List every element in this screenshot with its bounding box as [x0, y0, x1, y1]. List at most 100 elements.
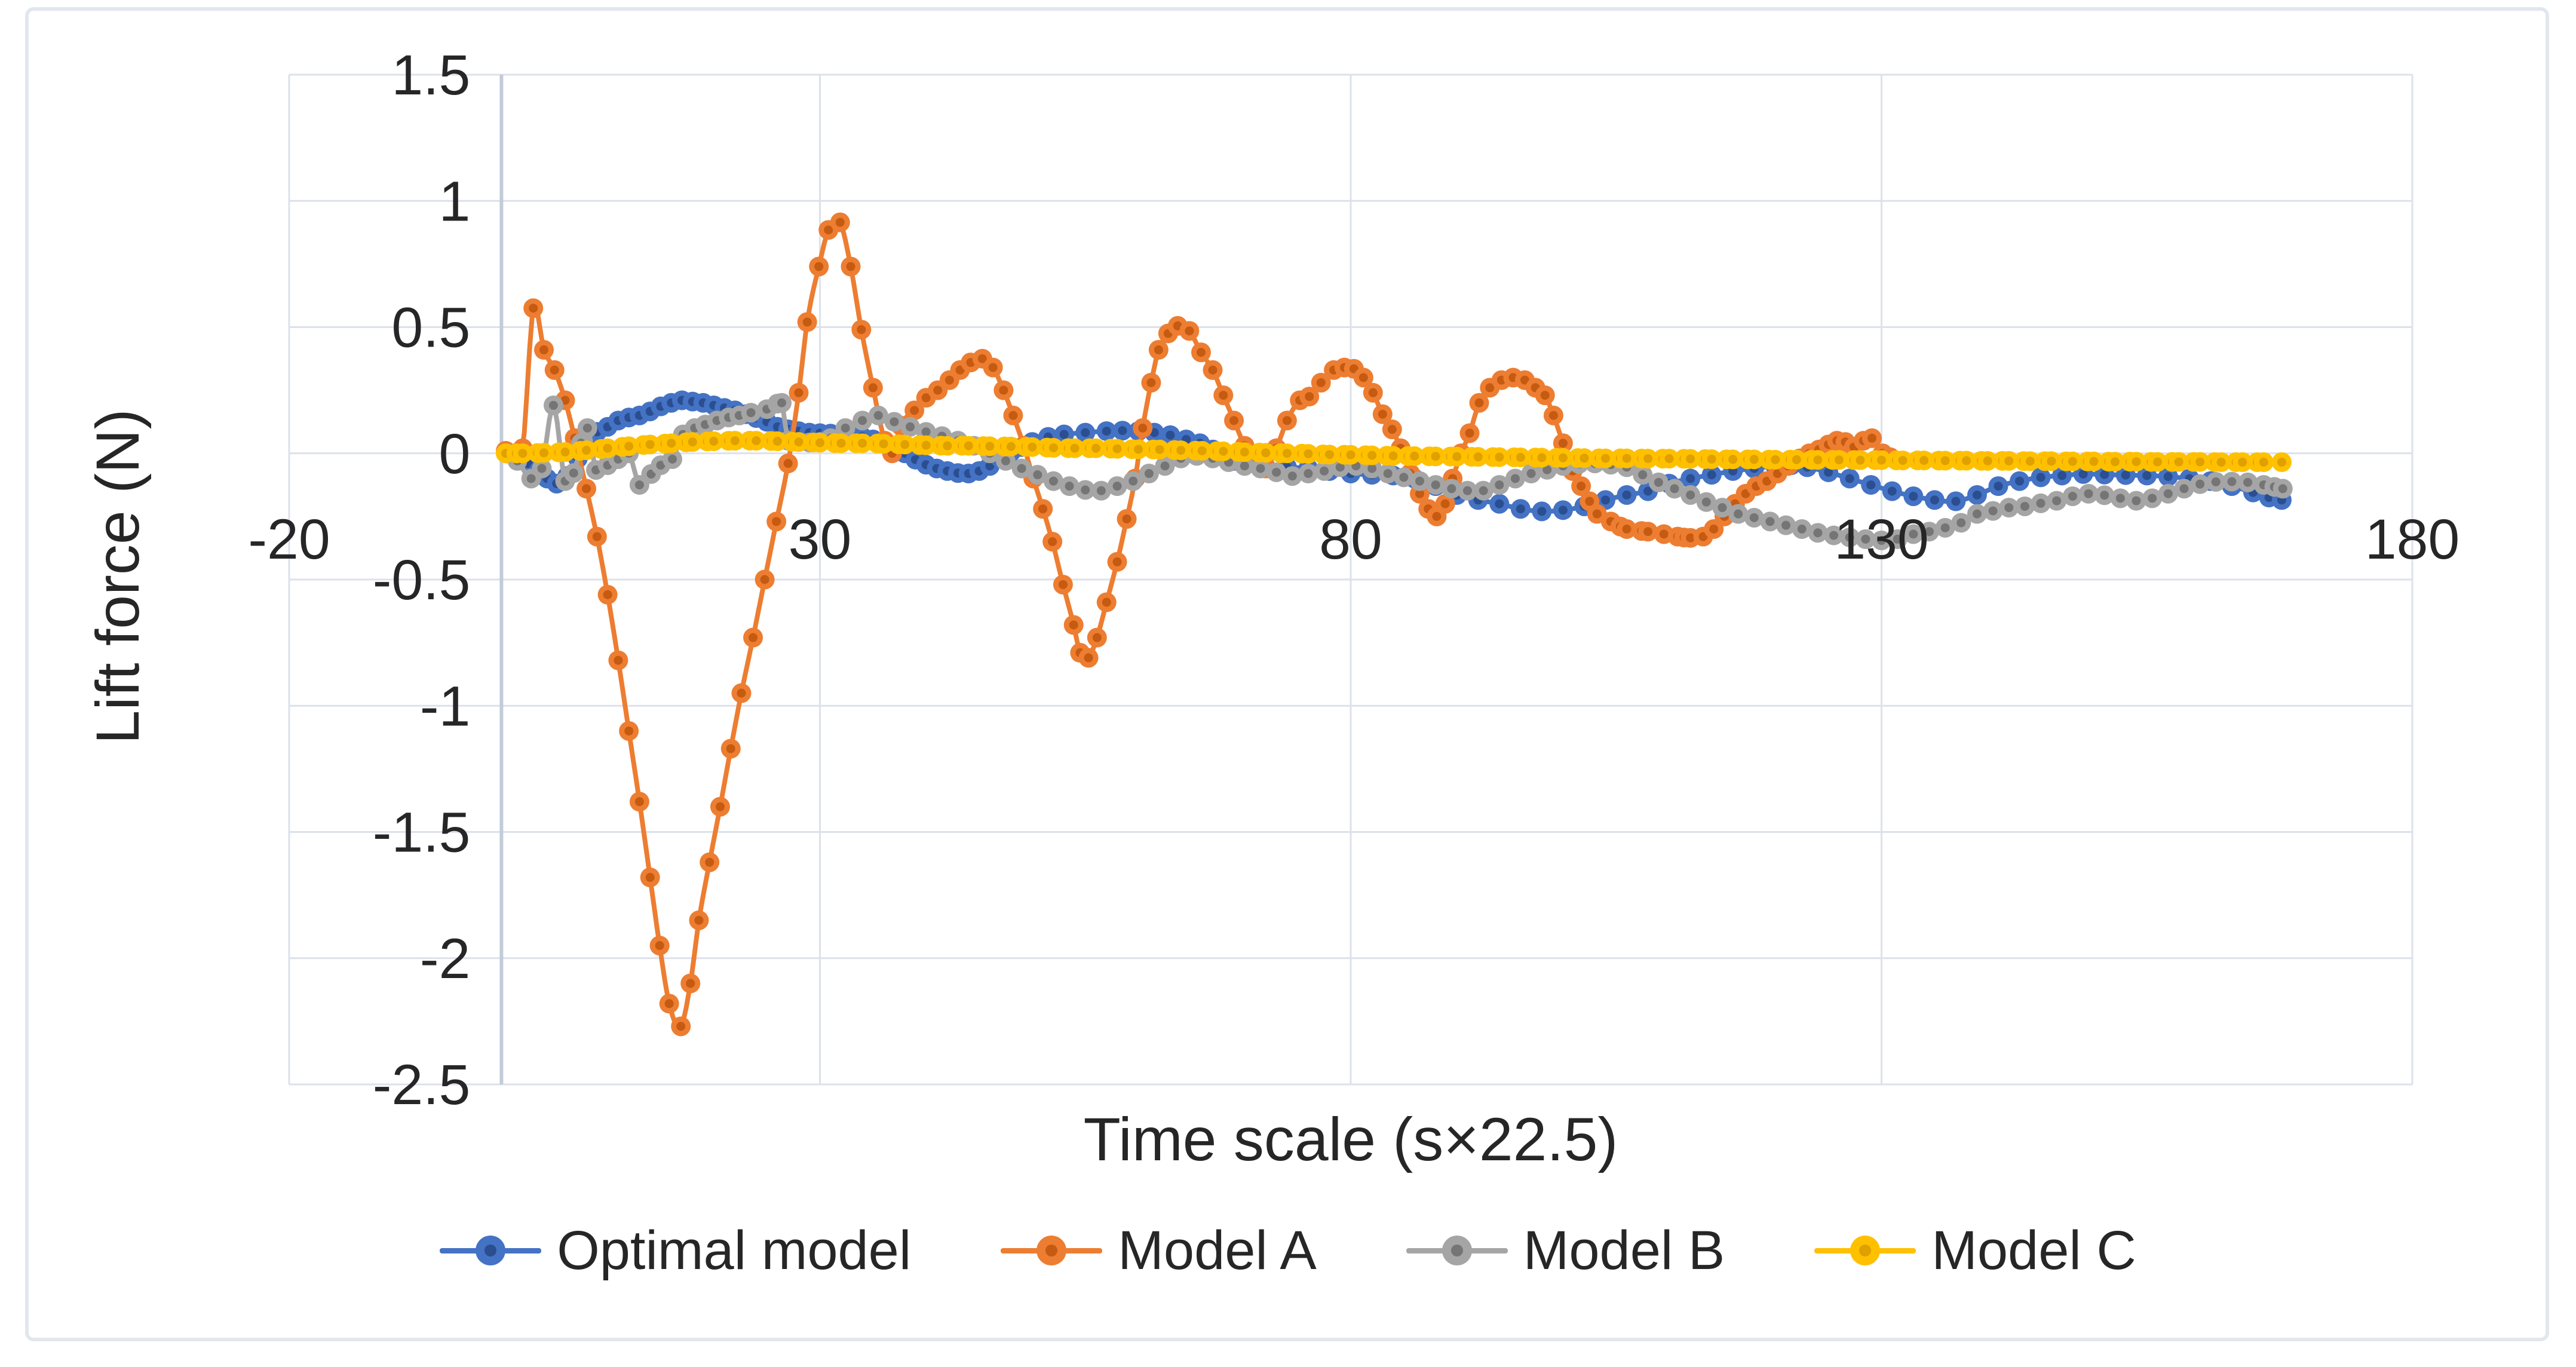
series-model-b-marker-center	[1320, 466, 1329, 476]
series-model-a-marker-center	[1138, 424, 1148, 433]
y-tick-label: -1.5	[373, 801, 471, 865]
series-model-b-marker-center	[1287, 471, 1297, 481]
series-optimal-model-marker-center	[2036, 473, 2046, 482]
series-model-c-marker-center	[1622, 453, 1632, 463]
series-model-a-marker-center	[1540, 391, 1550, 400]
series-optimal-model-marker-center	[1707, 470, 1716, 480]
series-model-a-marker-center	[933, 385, 943, 395]
y-axis-title: Lift force (N)	[84, 409, 152, 744]
series-model-c-marker-center	[2153, 457, 2163, 467]
series-model-b-marker-center	[1144, 469, 1154, 479]
series-model-c-marker-center	[1282, 449, 1292, 458]
series-model-a-marker-center	[1282, 416, 1292, 425]
series-model-b-marker-center	[2100, 491, 2109, 500]
series-model-b-marker-center	[537, 464, 547, 473]
series-model-c-marker-center	[1707, 454, 1716, 464]
series-model-c-marker-center	[2277, 458, 2286, 467]
series-model-b-marker-center	[1924, 527, 1934, 537]
series-model-a-marker-center	[1058, 580, 1068, 589]
series-model-a-marker-center	[1585, 496, 1594, 506]
series-model-b-marker-center	[1940, 523, 1950, 532]
series-model-a-marker-center	[726, 744, 735, 753]
series-model-a-marker-center	[910, 406, 919, 415]
series-model-c-marker-center	[582, 446, 591, 455]
series-model-a-marker-center	[749, 633, 758, 642]
series-model-b-marker-center	[1096, 486, 1106, 495]
series-model-c-marker-center	[1176, 446, 1186, 455]
series-model-a-marker-center	[1305, 392, 1314, 401]
series-model-b-marker-center	[1495, 480, 1504, 490]
series-model-c-marker-center	[1834, 455, 1844, 465]
y-tick-label: 0	[439, 422, 471, 486]
series-model-c-marker-center	[1728, 455, 1738, 464]
series-optimal-model-marker-center	[1166, 430, 1175, 440]
y-tick-label: -2	[420, 927, 470, 991]
series-optimal-model-marker-center	[985, 461, 995, 471]
series-model-a-marker-center	[955, 365, 965, 375]
y-tick-label: 1.5	[391, 44, 470, 107]
series-model-c-marker-center	[900, 440, 910, 449]
legend-item-model-b: Model B	[1406, 1223, 1725, 1278]
series-model-c-marker-center	[1367, 450, 1377, 460]
series-model-c-marker-center	[1346, 450, 1356, 459]
series-model-b-marker-center	[667, 454, 677, 464]
series-model-b-marker-center	[1335, 462, 1345, 472]
series-model-c-marker-center	[1686, 454, 1695, 464]
series-model-c-marker-center	[1134, 445, 1143, 454]
series-model-b-marker-center	[2195, 479, 2205, 489]
series-model-a-marker-center	[794, 388, 804, 397]
series-model-b-marker-center	[2211, 477, 2221, 486]
series-model-b-marker-center	[1017, 464, 1026, 473]
series-model-a-marker-center	[1122, 514, 1131, 524]
series-model-a-marker-center	[603, 590, 612, 599]
series-model-b-marker-center	[746, 408, 756, 418]
series-model-b-marker-center	[1272, 467, 1281, 477]
series-model-c-marker-center	[560, 448, 570, 457]
series-model-b-marker-center	[2132, 496, 2141, 505]
series-model-b-marker-center	[1447, 484, 1456, 494]
series-optimal-model-marker-center	[2057, 471, 2067, 480]
legend: Optimal model Model A Model B Model C	[0, 1212, 2576, 1289]
series-model-a-marker-center	[760, 575, 769, 584]
series-model-c-marker-center	[1410, 451, 1419, 461]
legend-item-optimal-model: Optimal model	[440, 1223, 911, 1278]
series-model-c-marker-center	[1856, 455, 1865, 465]
series-model-a-marker-center	[1485, 383, 1495, 393]
series-model-a-marker-center	[988, 363, 998, 372]
series-model-a-marker-center	[824, 225, 833, 235]
series-model-b-marker-center	[1304, 469, 1313, 479]
series-optimal-model-marker-center	[1643, 486, 1653, 496]
legend-marker-icon	[1406, 1236, 1508, 1265]
series-model-a-marker-center	[1092, 633, 1102, 642]
series-optimal-model-marker-center	[2015, 476, 2025, 486]
series-model-a-marker-center	[1102, 597, 1111, 607]
series-model-c-marker-center	[1495, 452, 1504, 462]
series-model-c-marker-center	[1028, 442, 1037, 452]
series-model-c-marker-center	[1006, 442, 1016, 451]
series-model-a-marker-center	[737, 688, 746, 698]
series-model-a-marker-center	[944, 375, 954, 385]
series-optimal-model-marker-center	[2121, 470, 2130, 480]
series-model-c-marker-center	[1219, 446, 1228, 456]
series-model-b-marker-center	[1462, 486, 1472, 495]
series-model-a-marker-center	[539, 345, 548, 355]
series-model-a-marker-center	[1698, 532, 1708, 541]
series-model-a-marker-center	[1048, 537, 1057, 547]
series-optimal-model-marker-center	[1516, 504, 1525, 514]
series-model-b-marker-center	[1367, 464, 1377, 473]
legend-item-label: Model B	[1523, 1220, 1725, 1281]
x-tick-label: 130	[1834, 508, 1929, 571]
series-model-c-marker-center	[730, 436, 740, 446]
series-model-a-marker-center	[1038, 504, 1048, 514]
series-model-b-marker-center	[582, 424, 592, 433]
series-model-c-marker-center	[1643, 454, 1653, 464]
series-model-a-marker-center	[705, 857, 714, 867]
series-model-c-marker-center	[752, 436, 761, 446]
series-model-c-marker-center	[1388, 451, 1398, 461]
series-model-b-marker-center	[1972, 509, 1982, 519]
series-model-a	[496, 212, 1900, 1037]
series-model-b-marker-center	[2163, 489, 2173, 498]
series-model-a-marker-center	[1558, 439, 1568, 448]
series-optimal-model-marker-center	[1845, 474, 1854, 483]
